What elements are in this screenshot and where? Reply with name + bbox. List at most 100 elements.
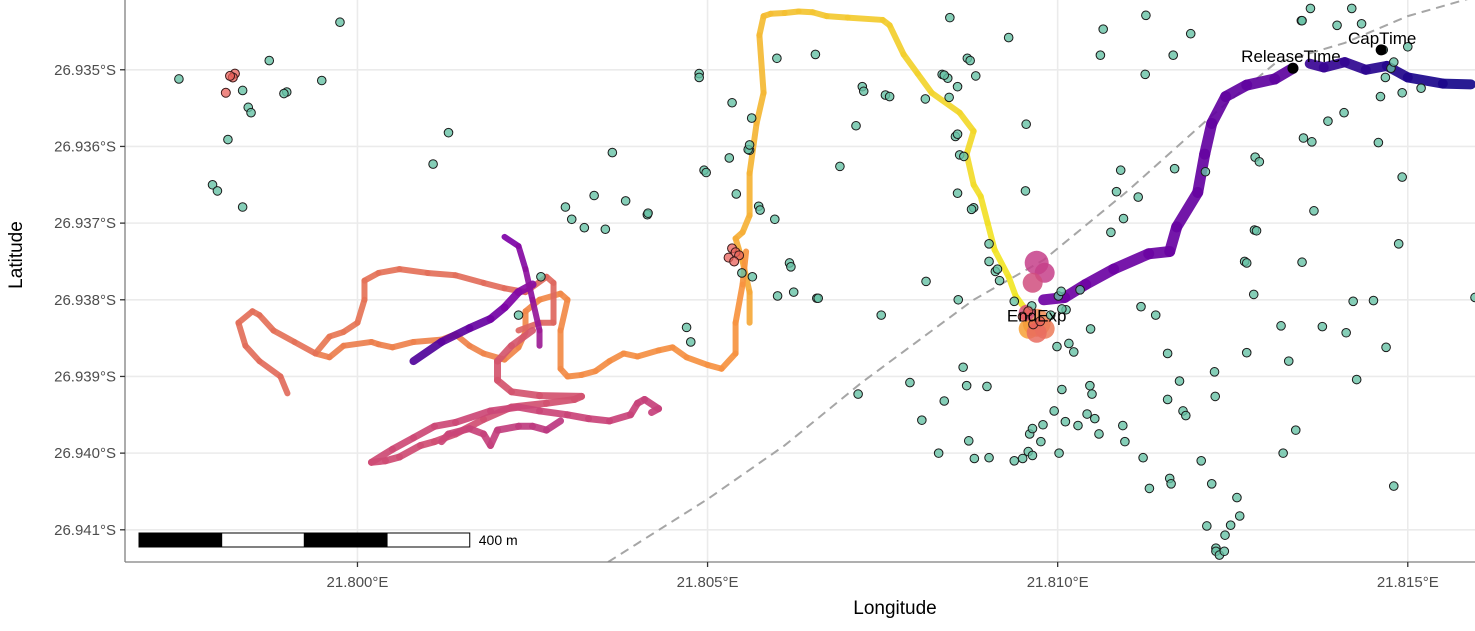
track-step bbox=[1005, 273, 1019, 299]
y-tick-label: 26.940°S bbox=[54, 445, 116, 462]
track-step bbox=[452, 272, 487, 286]
x-ticks: 21.800°E 21.805°E 21.810°E 21.815°E bbox=[327, 562, 1439, 591]
observation-point bbox=[1388, 57, 1399, 67]
track-step bbox=[508, 326, 537, 350]
track-step bbox=[529, 296, 543, 334]
track-step bbox=[606, 411, 635, 425]
observation-point bbox=[1094, 429, 1104, 439]
observation-point bbox=[1017, 453, 1028, 464]
observation-point bbox=[1136, 301, 1146, 312]
highlight-point bbox=[1035, 316, 1046, 327]
x-axis-title: Longitude bbox=[853, 598, 936, 619]
observation-point bbox=[246, 107, 256, 118]
track-step bbox=[900, 51, 921, 77]
observation-point bbox=[810, 49, 821, 60]
track-step bbox=[291, 338, 319, 357]
observation-point bbox=[1234, 511, 1245, 521]
observation-point bbox=[1220, 530, 1230, 540]
track-step bbox=[823, 13, 851, 21]
observation-point bbox=[1298, 133, 1309, 143]
track-step bbox=[326, 342, 347, 361]
track-step bbox=[648, 405, 663, 416]
observation-point bbox=[1380, 72, 1391, 83]
observation-point bbox=[1202, 521, 1212, 531]
x-tick-label: 21.805°E bbox=[677, 574, 739, 591]
observation-point bbox=[769, 214, 780, 225]
observation-point bbox=[953, 294, 964, 305]
track-step bbox=[235, 319, 249, 349]
observation-point bbox=[1098, 24, 1108, 34]
highlight-point bbox=[729, 256, 740, 267]
track-segment-north-arm bbox=[501, 233, 543, 349]
annotation-label: EndExp bbox=[1007, 307, 1067, 326]
observation-point bbox=[607, 147, 618, 158]
track-step bbox=[536, 290, 564, 303]
observation-point bbox=[600, 224, 611, 235]
track-step bbox=[395, 441, 424, 461]
track-step bbox=[739, 212, 753, 236]
observation-point bbox=[1054, 448, 1064, 458]
observation-point bbox=[1144, 483, 1155, 494]
observation-point bbox=[813, 293, 824, 304]
observation-point bbox=[279, 88, 289, 99]
track-step bbox=[437, 324, 474, 346]
observation-point bbox=[961, 380, 972, 391]
track-step bbox=[1304, 58, 1329, 73]
x-tick-label: 21.810°E bbox=[1027, 574, 1089, 591]
observation-point bbox=[1309, 206, 1319, 216]
track-step bbox=[753, 89, 767, 127]
track-segment-southwest-arm bbox=[437, 417, 565, 449]
observation-point bbox=[984, 239, 994, 249]
track-step bbox=[585, 415, 614, 425]
observation-point bbox=[982, 381, 992, 392]
observation-point bbox=[1232, 492, 1242, 503]
scale-bar-segment bbox=[138, 532, 223, 548]
track-step bbox=[914, 70, 935, 96]
observation-point bbox=[1200, 166, 1211, 177]
observation-point bbox=[701, 167, 711, 178]
observation-point bbox=[1307, 137, 1317, 147]
observation-point bbox=[1056, 286, 1066, 297]
observation-point bbox=[835, 161, 845, 172]
observation-point bbox=[1095, 50, 1106, 61]
observation-point bbox=[1009, 455, 1020, 466]
track-step bbox=[515, 243, 529, 273]
observation-point bbox=[994, 275, 1005, 286]
observation-point bbox=[921, 276, 931, 287]
observation-point bbox=[443, 127, 454, 138]
observation-point bbox=[1082, 409, 1092, 419]
scale-bar-label: 400 m bbox=[479, 532, 518, 548]
observation-point bbox=[1305, 3, 1316, 14]
observation-point bbox=[772, 291, 783, 301]
annotation-label: ReleaseTime bbox=[1241, 47, 1341, 66]
observation-point bbox=[744, 140, 755, 150]
x-tick-label: 21.800°E bbox=[327, 574, 389, 591]
track-step bbox=[844, 14, 886, 23]
observation-point bbox=[1297, 15, 1307, 26]
observation-point bbox=[1166, 478, 1176, 489]
observation-point bbox=[237, 85, 248, 96]
observation-point bbox=[335, 17, 345, 28]
track-step bbox=[487, 403, 523, 415]
observation-point bbox=[1317, 321, 1328, 332]
track-segment-south-loop bbox=[367, 326, 663, 466]
track-step bbox=[242, 342, 263, 365]
observation-point bbox=[963, 436, 974, 446]
observation-point bbox=[853, 389, 863, 399]
observation-point bbox=[737, 268, 747, 278]
track-step bbox=[354, 296, 368, 326]
observation-point bbox=[747, 271, 758, 282]
observation-point bbox=[212, 186, 223, 196]
observation-point bbox=[1470, 292, 1475, 303]
observation-point bbox=[1120, 436, 1130, 447]
observation-point bbox=[858, 86, 869, 97]
observation-point bbox=[1049, 406, 1059, 416]
observation-point bbox=[174, 74, 184, 84]
observation-point bbox=[1141, 10, 1151, 21]
scale-bar-segment bbox=[303, 532, 388, 548]
observation-point bbox=[1219, 546, 1230, 557]
track-step bbox=[480, 279, 508, 292]
observation-point bbox=[1290, 425, 1301, 435]
track-step bbox=[388, 434, 417, 453]
observation-point bbox=[1393, 239, 1404, 249]
